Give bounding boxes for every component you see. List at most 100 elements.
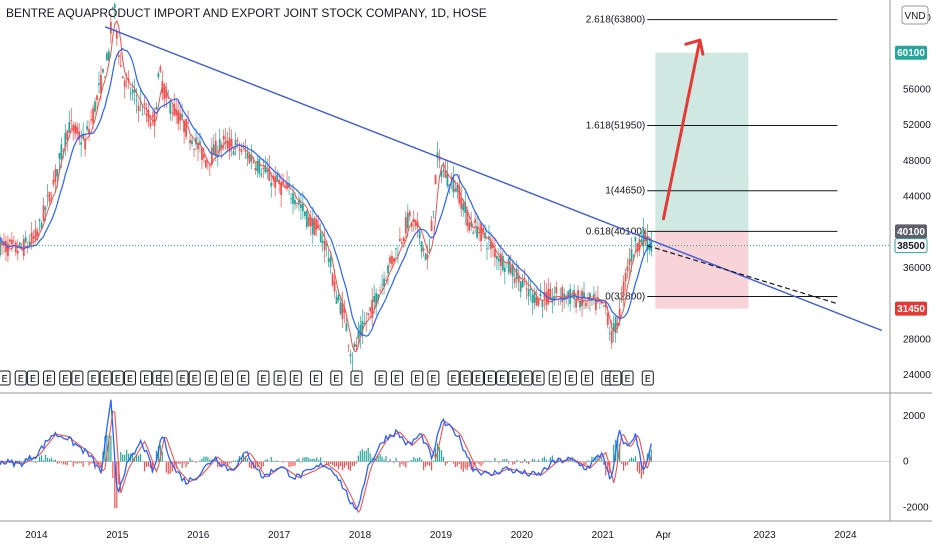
oscillator-axis[interactable]: 2000 0 -2000 <box>903 411 929 513</box>
histogram-bar <box>486 460 488 462</box>
candle-body <box>636 243 639 252</box>
candle-body <box>149 122 152 127</box>
candle-body <box>252 161 255 163</box>
histogram-bar <box>227 461 229 467</box>
candle-body <box>270 182 273 187</box>
histogram-bar <box>35 461 37 464</box>
candle-body <box>129 92 132 95</box>
histogram-bar <box>549 457 551 462</box>
candle-body <box>309 217 312 227</box>
histogram-bar <box>516 460 518 462</box>
histogram-bar <box>423 461 425 471</box>
earnings-marker-label: E <box>414 374 420 385</box>
candle-body <box>46 195 49 197</box>
candle-body <box>88 128 90 135</box>
candle-body <box>256 160 259 172</box>
candle-body <box>254 168 257 171</box>
histogram-bar <box>341 461 344 471</box>
candle-body <box>317 224 320 228</box>
histogram-bar <box>430 461 433 471</box>
histogram-bar <box>605 461 607 476</box>
histogram-bar <box>181 461 183 469</box>
candle-body <box>341 303 344 319</box>
earnings-marker-label: E <box>487 374 493 385</box>
position-zones <box>655 52 749 309</box>
earnings-marker-label: E <box>624 374 630 385</box>
histogram-bar <box>371 458 373 462</box>
histogram-bar <box>233 460 235 462</box>
currency-badge[interactable]: VND <box>901 5 929 25</box>
candle-body <box>268 167 271 181</box>
candle-body <box>529 288 532 291</box>
histogram-bar <box>367 447 369 462</box>
fib-level-label: 1.618(51950) <box>586 120 646 131</box>
candle-body <box>12 240 15 242</box>
histogram-bar <box>209 459 211 462</box>
earnings-marker-label: E <box>552 374 558 385</box>
candle-body <box>121 76 124 79</box>
histogram-bar <box>183 461 185 464</box>
candle-body <box>383 278 385 287</box>
histogram-bar <box>454 461 456 468</box>
earnings-marker <box>471 370 484 386</box>
candle-body <box>24 237 27 243</box>
candle-body <box>497 258 500 262</box>
candle-body <box>305 211 308 227</box>
candle-body <box>418 231 421 239</box>
histogram-bar <box>365 450 367 462</box>
histogram-bar <box>207 457 209 462</box>
candle-body <box>276 174 279 182</box>
earnings-marker <box>237 370 250 386</box>
histogram-bar <box>248 461 251 468</box>
histogram-bar <box>630 457 633 462</box>
price-axis[interactable]: 2400028000360004400048000520005600064000 <box>903 13 931 381</box>
earnings-marker-label: E <box>511 374 517 385</box>
histogram-bar <box>155 450 157 462</box>
candle-body <box>549 288 552 300</box>
candle-body <box>503 267 506 272</box>
histogram-bar <box>195 461 197 463</box>
time-axis[interactable]: 2014 2015 2016 2017 2018 2019 2020 2021 Apr 2023 2… <box>25 530 857 541</box>
histogram-bar <box>108 435 110 462</box>
candle-body <box>38 219 41 222</box>
candle-body <box>319 232 322 243</box>
histogram-bar <box>427 461 429 465</box>
histogram-bar <box>296 459 298 462</box>
candle-body <box>456 184 459 193</box>
candle-body <box>210 147 213 164</box>
histogram-bar <box>324 461 326 463</box>
candle-body <box>474 219 477 224</box>
histogram-bar <box>17 460 19 462</box>
earnings-marker <box>273 370 286 386</box>
candle-body <box>646 236 649 251</box>
histogram-bar <box>29 456 31 462</box>
histogram-bar <box>636 461 639 472</box>
histogram-bar <box>359 451 361 462</box>
histogram-bar <box>587 460 589 462</box>
earnings-marker-label: E <box>604 374 610 385</box>
histogram-bar <box>411 460 413 462</box>
candle-body <box>583 292 585 299</box>
candle-body <box>165 89 168 98</box>
histogram-bar <box>432 460 435 462</box>
histogram-bar <box>438 447 441 462</box>
histogram-bar <box>405 461 407 468</box>
candle-body <box>96 95 98 100</box>
histogram-bar <box>173 461 175 469</box>
histogram-bar <box>98 461 100 465</box>
earnings-marker <box>99 370 112 386</box>
histogram-bar <box>42 460 45 462</box>
candle-body <box>236 139 239 141</box>
histogram-bar <box>139 453 142 462</box>
candle-body <box>133 89 136 93</box>
candle-body <box>220 144 223 148</box>
candle-body <box>151 115 154 117</box>
histogram-bar <box>165 461 167 473</box>
histogram-bar <box>74 461 76 464</box>
histogram-bar <box>343 461 346 468</box>
histogram-bar <box>403 461 405 466</box>
histogram-bar <box>387 461 389 463</box>
histogram-bar <box>490 461 492 463</box>
histogram-bar <box>355 461 357 464</box>
